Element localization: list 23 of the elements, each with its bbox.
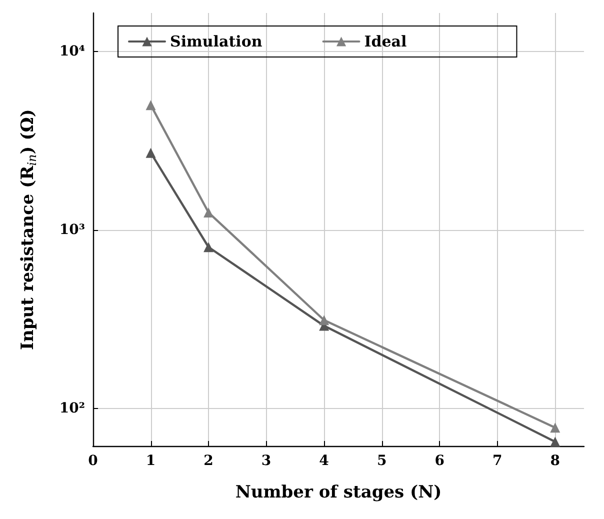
point	[146, 100, 156, 110]
point	[550, 422, 560, 433]
legend-label: Simulation	[170, 32, 262, 50]
y-tick-label: 10³	[59, 222, 85, 238]
point	[146, 148, 156, 158]
point	[319, 315, 330, 326]
x-tick-label: 3	[261, 453, 272, 469]
x-tick-label: 4	[319, 453, 330, 469]
x-tick-label: 7	[492, 453, 502, 469]
point	[204, 242, 214, 252]
point	[550, 436, 560, 447]
x-tick-label: 5	[376, 453, 387, 469]
x-tick-label: 8	[550, 453, 560, 469]
y-tick-label: 10⁴	[59, 43, 85, 60]
x-tick-label: 6	[434, 453, 444, 469]
x-axis-title: Number of stages (N)	[235, 482, 442, 502]
point	[204, 208, 214, 218]
x-tick-label: 2	[204, 453, 214, 469]
x-tick-label: 1	[146, 453, 156, 469]
y-axis-title: Input resistance (Rin) (Ω)	[18, 109, 39, 350]
legend-label: Ideal	[364, 32, 408, 50]
y-tick-label: 10²	[59, 400, 85, 416]
x-tick-label: 0	[88, 453, 98, 469]
